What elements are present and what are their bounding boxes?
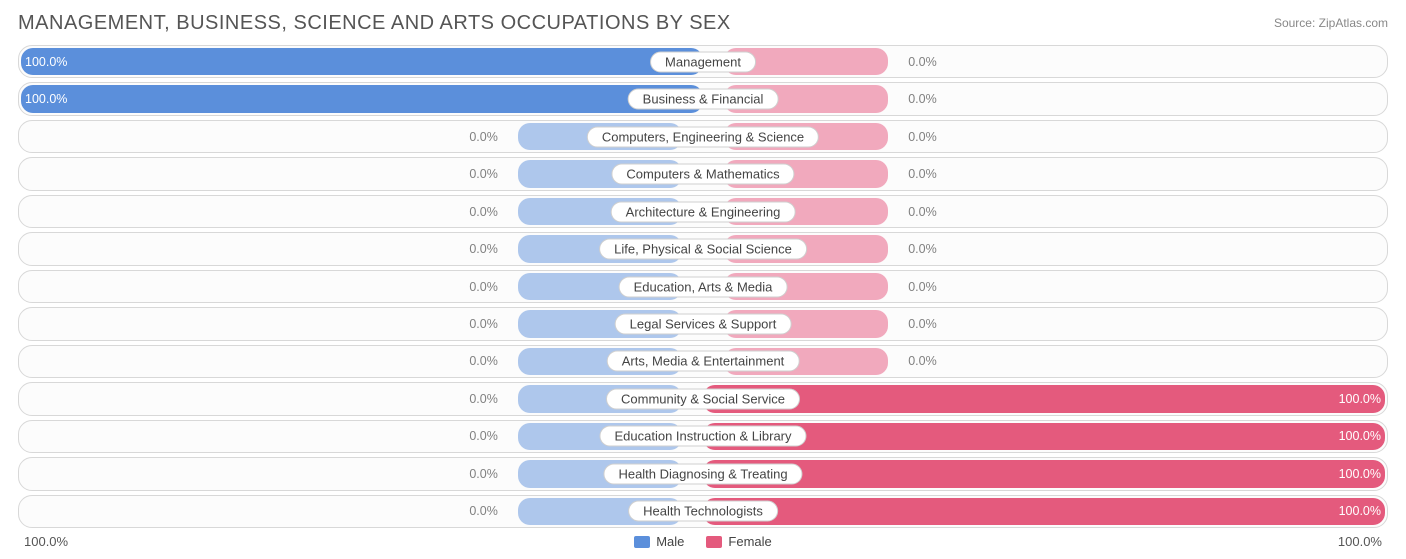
- category-pill: Legal Services & Support: [615, 314, 792, 335]
- female-value-label: 0.0%: [908, 92, 937, 106]
- male-value-label: 0.0%: [469, 354, 498, 368]
- male-half: 0.0%: [19, 346, 703, 377]
- chart-row: 0.0% 100.0% Community & Social Service: [18, 382, 1388, 415]
- chart-row: 0.0% 0.0% Computers & Mathematics: [18, 157, 1388, 190]
- category-pill: Business & Financial: [628, 89, 779, 110]
- chart-row: 100.0% 0.0% Management: [18, 45, 1388, 78]
- male-value-label: 0.0%: [469, 504, 498, 518]
- female-half: 0.0%: [703, 83, 1387, 114]
- category-pill: Life, Physical & Social Science: [599, 239, 807, 260]
- chart-row: 0.0% 100.0% Health Technologists: [18, 495, 1388, 528]
- chart-row: 0.0% 0.0% Life, Physical & Social Science: [18, 232, 1388, 265]
- male-value-label: 0.0%: [469, 205, 498, 219]
- male-value-label: 0.0%: [469, 167, 498, 181]
- male-half: 0.0%: [19, 458, 703, 489]
- female-half: 100.0%: [703, 496, 1387, 527]
- female-half: 0.0%: [703, 196, 1387, 227]
- chart-footer: 100.0% Male Female 100.0%: [18, 534, 1388, 549]
- category-pill: Education Instruction & Library: [599, 426, 806, 447]
- chart-source: Source: ZipAtlas.com: [1274, 12, 1388, 30]
- male-value-label: 0.0%: [469, 130, 498, 144]
- chart-row: 0.0% 0.0% Arts, Media & Entertainment: [18, 345, 1388, 378]
- chart-row: 0.0% 0.0% Computers, Engineering & Science: [18, 120, 1388, 153]
- category-pill: Computers, Engineering & Science: [587, 126, 819, 147]
- female-half: 100.0%: [703, 458, 1387, 489]
- male-value-label: 0.0%: [469, 280, 498, 294]
- male-half: 0.0%: [19, 158, 703, 189]
- female-value-label: 0.0%: [908, 242, 937, 256]
- chart-row: 0.0% 0.0% Education, Arts & Media: [18, 270, 1388, 303]
- female-value-label: 0.0%: [908, 354, 937, 368]
- category-pill: Health Technologists: [628, 501, 778, 522]
- female-half: 0.0%: [703, 158, 1387, 189]
- female-value-label: 0.0%: [908, 317, 937, 331]
- chart-row: 0.0% 100.0% Education Instruction & Librar…: [18, 420, 1388, 453]
- female-value-label: 0.0%: [908, 205, 937, 219]
- male-half: 0.0%: [19, 308, 703, 339]
- chart-header: MANAGEMENT, BUSINESS, SCIENCE AND ARTS O…: [18, 12, 1388, 35]
- chart-rows: 100.0% 0.0% Management 100.0% 0.0% Business &…: [18, 45, 1388, 528]
- chart-row: 0.0% 0.0% Legal Services & Support: [18, 307, 1388, 340]
- male-bar: [21, 85, 703, 112]
- legend-male: Male: [634, 534, 684, 549]
- female-value-label: 0.0%: [908, 55, 937, 69]
- female-bar: [703, 385, 1385, 412]
- female-value-label: 0.0%: [908, 280, 937, 294]
- legend-male-label: Male: [656, 534, 684, 549]
- chart-legend: Male Female: [634, 534, 772, 549]
- axis-right-label: 100.0%: [1338, 534, 1382, 549]
- female-value-label: 100.0%: [1339, 467, 1381, 481]
- category-pill: Architecture & Engineering: [611, 201, 796, 222]
- female-bar: [703, 460, 1385, 487]
- legend-female: Female: [706, 534, 771, 549]
- category-pill: Computers & Mathematics: [611, 164, 794, 185]
- male-half: 0.0%: [19, 383, 703, 414]
- legend-female-label: Female: [728, 534, 771, 549]
- male-half: 0.0%: [19, 496, 703, 527]
- female-value-label: 0.0%: [908, 130, 937, 144]
- male-value-label: 0.0%: [469, 429, 498, 443]
- occupations-by-sex-chart: MANAGEMENT, BUSINESS, SCIENCE AND ARTS O…: [0, 0, 1406, 559]
- chart-row: 0.0% 0.0% Architecture & Engineering: [18, 195, 1388, 228]
- male-bar: [21, 48, 703, 75]
- chart-row: 100.0% 0.0% Business & Financial: [18, 82, 1388, 115]
- legend-swatch-male: [634, 536, 650, 548]
- male-value-label: 0.0%: [469, 317, 498, 331]
- male-half: 100.0%: [19, 46, 703, 77]
- female-half: 0.0%: [703, 346, 1387, 377]
- female-half: 100.0%: [703, 383, 1387, 414]
- chart-row: 0.0% 100.0% Health Diagnosing & Treating: [18, 457, 1388, 490]
- category-pill: Health Diagnosing & Treating: [603, 463, 802, 484]
- male-value-label: 0.0%: [469, 467, 498, 481]
- male-half: 100.0%: [19, 83, 703, 114]
- female-bar: [703, 498, 1385, 525]
- male-value-label: 0.0%: [469, 392, 498, 406]
- category-pill: Community & Social Service: [606, 388, 800, 409]
- female-value-label: 100.0%: [1339, 504, 1381, 518]
- male-half: 0.0%: [19, 196, 703, 227]
- chart-title: MANAGEMENT, BUSINESS, SCIENCE AND ARTS O…: [18, 12, 731, 35]
- female-value-label: 0.0%: [908, 167, 937, 181]
- female-half: 0.0%: [703, 308, 1387, 339]
- legend-swatch-female: [706, 536, 722, 548]
- female-value-label: 100.0%: [1339, 392, 1381, 406]
- category-pill: Arts, Media & Entertainment: [607, 351, 800, 372]
- male-value-label: 100.0%: [25, 55, 67, 69]
- category-pill: Education, Arts & Media: [619, 276, 788, 297]
- male-value-label: 100.0%: [25, 92, 67, 106]
- male-half: 0.0%: [19, 271, 703, 302]
- axis-left-label: 100.0%: [24, 534, 68, 549]
- female-value-label: 100.0%: [1339, 429, 1381, 443]
- male-value-label: 0.0%: [469, 242, 498, 256]
- female-half: 0.0%: [703, 271, 1387, 302]
- female-half: 0.0%: [703, 46, 1387, 77]
- category-pill: Management: [650, 51, 756, 72]
